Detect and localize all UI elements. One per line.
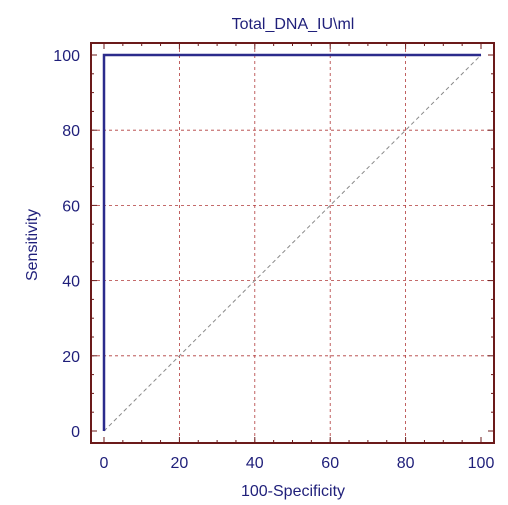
y-tick-label: 40 [62,274,80,291]
chart-title: Total_DNA_IU\ml [232,16,355,33]
x-axis-title: 100-Specificity [241,483,345,500]
plot-frame [90,42,495,444]
x-tick-label: 40 [246,455,264,472]
x-tick-label: 0 [100,455,109,472]
reference-diagonal [103,54,482,432]
x-tick-label: 80 [397,455,415,472]
y-tick-label: 20 [62,349,80,366]
x-tick-label: 100 [468,455,495,472]
plot-area: 0 20 40 60 80 100 0 20 40 60 80 100 [53,42,495,472]
x-tick-label: 60 [321,455,339,472]
y-axis-title: Sensitivity [24,209,41,281]
x-tick-label: 20 [171,455,189,472]
y-tick-label: 60 [62,198,80,215]
y-tick-label: 0 [71,424,80,441]
y-tick-label: 100 [53,48,80,65]
y-tick-label: 80 [62,123,80,140]
